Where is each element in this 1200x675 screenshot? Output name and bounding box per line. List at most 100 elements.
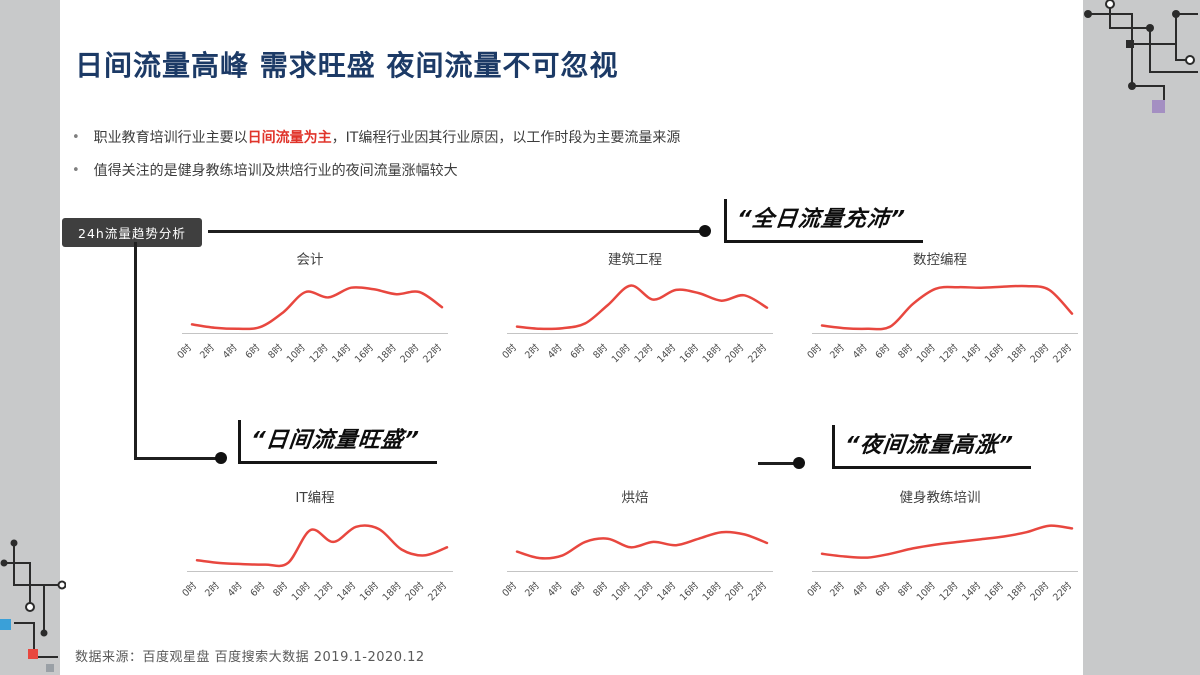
connector-line-vertical [134,242,137,459]
connector-dot-daytime [215,452,227,464]
svg-text:18时: 18时 [1005,341,1029,365]
svg-text:0时: 0时 [175,341,195,361]
svg-text:14时: 14时 [334,579,358,603]
svg-text:2时: 2时 [827,579,847,599]
bullet-text-pre: 职业教育培训行业主要以 [93,130,248,146]
svg-text:18时: 18时 [700,341,724,365]
svg-text:6时: 6时 [243,341,263,361]
svg-text:20时: 20时 [403,579,427,603]
svg-text:22时: 22时 [420,341,444,365]
svg-text:10时: 10时 [609,579,633,603]
svg-text:22时: 22时 [425,579,449,603]
callout-full-day: “全日流量充沛” [724,199,924,243]
svg-text:6时: 6时 [568,341,588,361]
svg-text:0时: 0时 [500,341,520,361]
line-chart-canvas: 0时 2时 4时 6时 8时 10时 12时 14时 16时 18时 20时 22时 [805,284,1078,365]
svg-text:2时: 2时 [522,579,542,599]
svg-text:8时: 8时 [591,579,611,599]
section-tag-24h-trend: 24h流量趋势分析 [62,218,202,247]
svg-text:20时: 20时 [1028,579,1052,603]
bullet-item: • 职业教育培训行业主要以日间流量为主，IT编程行业因其行业原因，以工作时段为主… [72,128,1052,149]
svg-text:14时: 14时 [329,341,353,365]
connector-dot-night [793,457,805,469]
svg-text:8时: 8时 [896,341,916,361]
bullet-text-pre: 值得关注的是健身教练培训及烘焙行业的夜间流量涨幅较大 [93,163,458,179]
svg-text:16时: 16时 [352,341,376,365]
page-title: 日间流量高峰 需求旺盛 夜间流量不可忽视 [75,49,619,82]
bullet-list: • 职业教育培训行业主要以日间流量为主，IT编程行业因其行业原因，以工作时段为主… [72,128,1052,194]
callout-full-day-text: “全日流量充沛” [735,207,907,232]
svg-text:0时: 0时 [180,579,200,599]
svg-text:18时: 18时 [1005,579,1029,603]
svg-text:10时: 10时 [289,579,313,603]
svg-text:20时: 20时 [723,341,747,365]
chart-construction: 建筑工程 0时 2时 4时 6时 8时 10时 12时 14时 16时 18时 20时 22时 [495,250,775,382]
callout-daytime-text: “日间流量旺盛” [249,428,421,453]
svg-text:2时: 2时 [202,579,222,599]
svg-text:4时: 4时 [220,341,240,361]
svg-text:16时: 16时 [357,579,381,603]
svg-text:6时: 6时 [873,579,893,599]
chart-title: 数控编程 [913,252,967,268]
svg-text:8时: 8时 [271,579,291,599]
svg-text:6时: 6时 [248,579,268,599]
connector-dot-top [699,225,711,237]
chart-title: 健身教练培训 [899,490,981,506]
chart-title: 烘焙 [621,490,649,506]
chart-title: IT编程 [295,490,335,506]
line-chart-canvas: 0时 2时 4时 6时 8时 10时 12时 14时 16时 18时 20时 22时 [180,524,453,603]
svg-text:6时: 6时 [568,579,588,599]
bullet-text-post: ，IT编程行业因其行业原因，以工作时段为主要流量来源 [331,130,681,146]
svg-text:20时: 20时 [1028,341,1052,365]
svg-text:10时: 10时 [914,579,938,603]
data-source-note: 数据来源：百度观星盘 百度搜索大数据 2019.1-2020.12 [75,650,425,665]
chart-baking: 烘焙 0时 2时 4时 6时 8时 10时 12时 14时 16时 18时 20时 22时 [495,488,775,620]
svg-text:16时: 16时 [982,341,1006,365]
svg-text:4时: 4时 [545,341,565,361]
svg-text:22时: 22时 [745,579,769,603]
svg-text:20时: 20时 [398,341,422,365]
svg-text:4时: 4时 [850,579,870,599]
svg-text:4时: 4时 [850,341,870,361]
line-chart-canvas: 0时 2时 4时 6时 8时 10时 12时 14时 16时 18时 20时 22时 [175,286,448,365]
svg-text:18时: 18时 [375,341,399,365]
svg-text:20时: 20时 [723,579,747,603]
bullet-icon: • [72,163,80,178]
callout-night-text: “夜间流量高涨” [843,433,1015,458]
line-chart-canvas: 0时 2时 4时 6时 8时 10时 12时 14时 16时 18时 20时 22时 [500,284,773,365]
svg-text:4时: 4时 [545,579,565,599]
svg-text:12时: 12时 [632,341,656,365]
svg-text:10时: 10时 [914,341,938,365]
svg-text:2时: 2时 [522,341,542,361]
svg-text:14时: 14时 [654,579,678,603]
bullet-item: • 值得关注的是健身教练培训及烘焙行业的夜间流量涨幅较大 [72,161,1052,182]
svg-text:18时: 18时 [380,579,404,603]
svg-text:8时: 8时 [591,341,611,361]
bullet-text: 值得关注的是健身教练培训及烘焙行业的夜间流量涨幅较大 [94,161,458,182]
svg-text:2时: 2时 [827,341,847,361]
line-chart-canvas: 0时 2时 4时 6时 8时 10时 12时 14时 16时 18时 20时 22时 [500,530,773,603]
left-margin-bar [0,0,60,675]
svg-text:12时: 12时 [632,579,656,603]
svg-text:12时: 12时 [937,579,961,603]
chart-fitness-coach-training: 健身教练培训 0时 2时 4时 6时 8时 10时 12时 14时 16时 18时 20时 22时 [800,488,1080,620]
svg-text:10时: 10时 [609,341,633,365]
callout-night: “夜间流量高涨” [832,425,1032,469]
svg-text:6时: 6时 [873,341,893,361]
svg-text:8时: 8时 [896,579,916,599]
svg-text:16时: 16时 [982,579,1006,603]
svg-text:2时: 2时 [197,341,217,361]
bullet-text-highlight: 日间流量为主 [247,130,332,146]
connector-line-daytime [134,457,216,460]
connector-line-night [758,462,794,465]
svg-text:14时: 14时 [654,341,678,365]
svg-text:22时: 22时 [1050,341,1074,365]
svg-text:8时: 8时 [266,341,286,361]
svg-text:0时: 0时 [805,579,825,599]
svg-text:12时: 12时 [312,579,336,603]
svg-text:14时: 14时 [959,579,983,603]
connector-line-top [208,230,700,233]
chart-cnc-programming: 数控编程 0时 2时 4时 6时 8时 10时 12时 14时 16时 18时 20时 22时 [800,250,1080,382]
svg-text:12时: 12时 [307,341,331,365]
